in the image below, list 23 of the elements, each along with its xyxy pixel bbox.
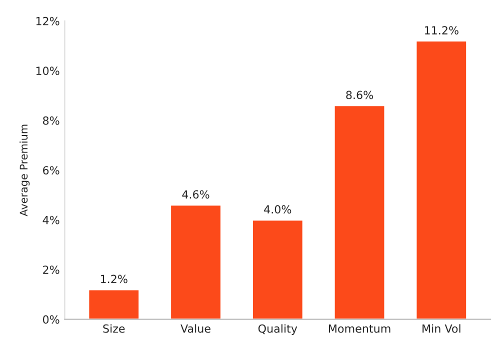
- y-tick-label: 8%: [43, 116, 60, 125]
- bar: [333, 104, 386, 320]
- data-label: 11.2%: [424, 26, 458, 35]
- y-tick-label: 10%: [36, 66, 60, 76]
- x-tick-label: Momentum: [328, 324, 390, 333]
- y-tick-label: 2%: [43, 266, 60, 274]
- bar: [170, 204, 222, 320]
- y-tick-label: 6%: [43, 166, 60, 175]
- x-tick-label: Value: [180, 324, 210, 333]
- data-label: 1.2%: [100, 274, 128, 284]
- data-label: 8.6%: [346, 90, 374, 100]
- bar: [88, 288, 140, 320]
- y-tick-label: 0%: [42, 315, 60, 324]
- y-tick-label: 4%: [42, 216, 60, 224]
- y-axis-title: Average Premium: [20, 124, 30, 216]
- data-label: 4.0%: [264, 205, 292, 214]
- data-label: 4.6%: [182, 190, 210, 199]
- x-tick-label: Quality: [258, 324, 298, 335]
- bar: [252, 219, 304, 320]
- y-tick-label: 12%: [36, 16, 60, 26]
- x-tick-label: Min Vol: [422, 324, 460, 333]
- x-tick-label: Size: [103, 324, 125, 333]
- bar: [415, 40, 468, 320]
